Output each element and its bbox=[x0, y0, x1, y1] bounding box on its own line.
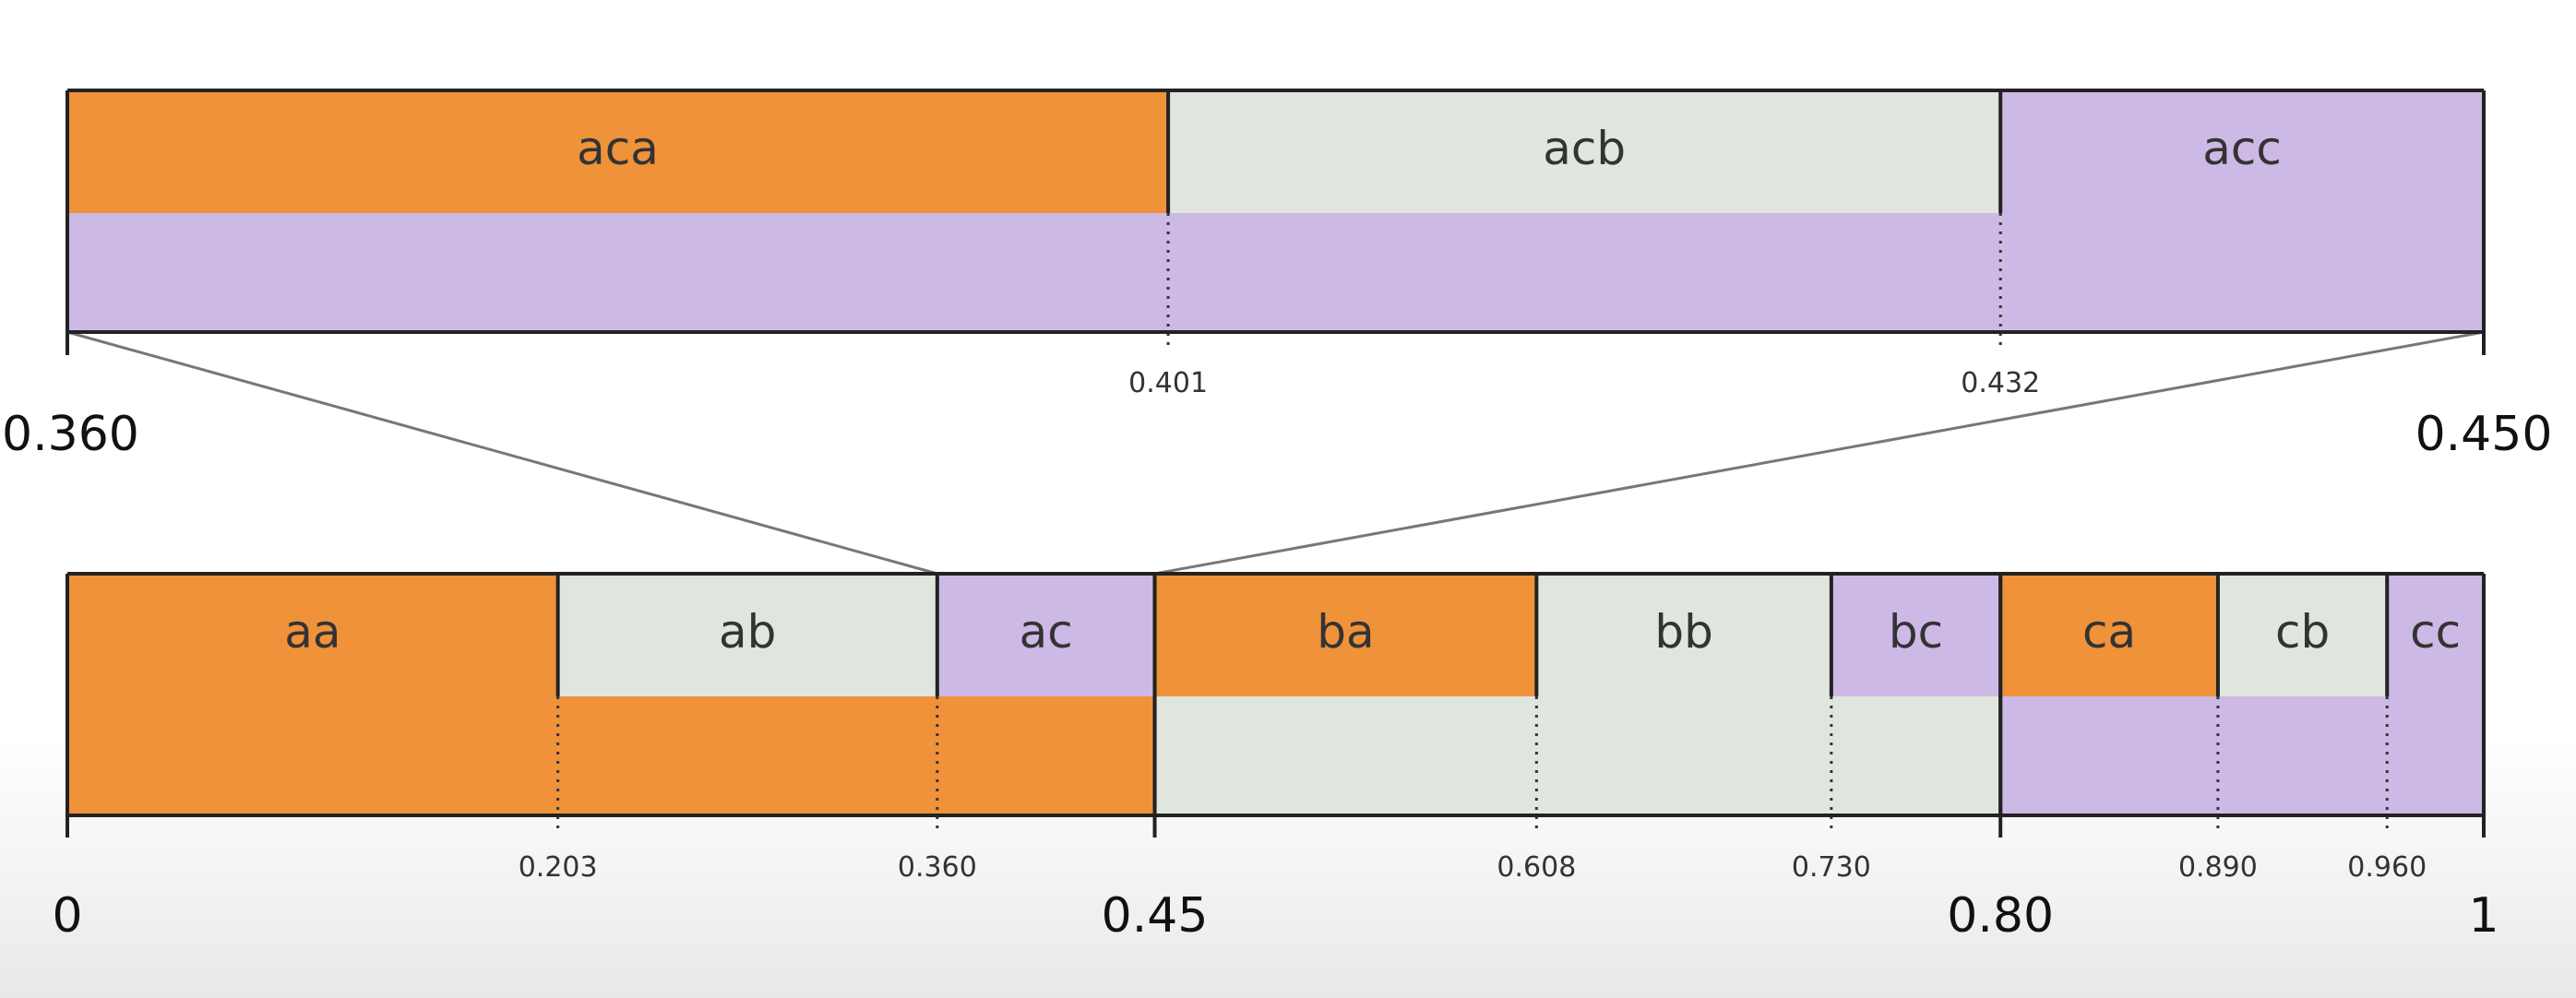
bottom-segment-cb bbox=[2217, 574, 2388, 696]
top-major-tick-label-0-36: 0.360 bbox=[2, 407, 139, 462]
top-segment-label-acc: acc bbox=[2202, 122, 2282, 175]
top-lower-acc bbox=[2000, 213, 2484, 332]
top-segment-label-acb: acb bbox=[1543, 122, 1626, 175]
bottom-major-tick-label-1: 1 bbox=[2468, 888, 2498, 944]
top-segment-acc bbox=[2000, 90, 2484, 213]
bottom-segment-ac bbox=[936, 574, 1155, 696]
bottom-minor-tick-label-0-203: 0.203 bbox=[519, 851, 598, 884]
bottom-segment-label-aa: aa bbox=[284, 605, 340, 659]
bottom-minor-tick-label-0-96: 0.960 bbox=[2347, 851, 2427, 884]
bottom-segment-label-ba: ba bbox=[1317, 605, 1374, 659]
zoom-line-left bbox=[66, 330, 938, 576]
bottom-segment-label-cc: cc bbox=[2410, 605, 2461, 659]
bottom-lower-band-2 bbox=[2000, 696, 2484, 815]
top-minor-tick-label-0-432: 0.432 bbox=[1961, 367, 2040, 399]
bottom-interval-bar: aa ab ac ba bb bc ca cb cc 0 0.45 0.80 1 0.203 0.360 0.… bbox=[52, 572, 2499, 944]
zoom-lines bbox=[66, 330, 2485, 576]
bottom-segment-label-ac: ac bbox=[1020, 605, 1073, 659]
bottom-segment-ab bbox=[557, 574, 937, 696]
bottom-segment-ca bbox=[2000, 574, 2218, 696]
bottom-lower-band-1 bbox=[1154, 696, 2001, 815]
bottom-minor-tick-label-0-73: 0.730 bbox=[1792, 851, 1871, 884]
top-interval-bar: aca acb acc 0.360 0.450 0.401 0.432 bbox=[2, 89, 2553, 462]
bottom-segment-label-bb: bb bbox=[1654, 605, 1712, 659]
bottom-lower-band-0 bbox=[67, 696, 1155, 815]
bottom-minor-tick-label-0-89: 0.890 bbox=[2178, 851, 2258, 884]
top-minor-tick-label-0-401: 0.401 bbox=[1128, 367, 1208, 399]
bottom-segment-label-ab: ab bbox=[719, 605, 776, 659]
bottom-major-tick-label-0: 0 bbox=[52, 888, 82, 944]
bottom-segment-cc bbox=[2387, 574, 2484, 696]
bottom-segment-bc bbox=[1831, 574, 2001, 696]
bottom-segment-aa bbox=[67, 574, 558, 696]
top-major-tick-label-0-45: 0.450 bbox=[2415, 407, 2553, 462]
zoom-line-right bbox=[1154, 330, 2485, 576]
bottom-segment-ba bbox=[1154, 574, 1537, 696]
bottom-minor-tick-label-0-608: 0.608 bbox=[1497, 851, 1576, 884]
top-lower-acb bbox=[1168, 213, 2001, 332]
bottom-segment-label-bc: bc bbox=[1889, 605, 1943, 659]
top-segment-label-aca: aca bbox=[577, 122, 659, 175]
bottom-segment-label-cb: cb bbox=[2275, 605, 2330, 659]
bottom-minor-tick-label-0-36: 0.360 bbox=[898, 851, 977, 884]
bottom-major-tick-label-0-45: 0.45 bbox=[1102, 888, 1209, 944]
top-lower-aca bbox=[67, 213, 1169, 332]
top-segment-aca bbox=[67, 90, 1169, 213]
top-segment-acb bbox=[1168, 90, 2001, 213]
bottom-segment-label-ca: ca bbox=[2082, 605, 2136, 659]
bottom-major-tick-label-0-8: 0.80 bbox=[1947, 888, 2054, 944]
bottom-segment-bb bbox=[1536, 574, 1831, 696]
